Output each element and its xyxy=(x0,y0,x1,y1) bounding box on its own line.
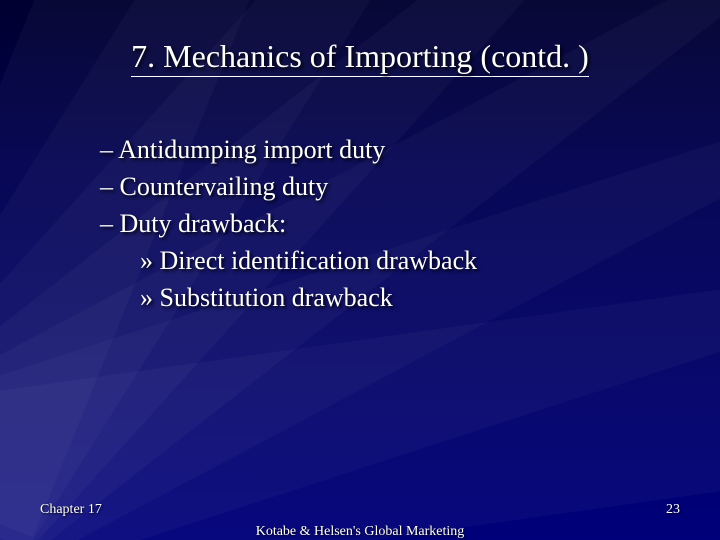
slide-title: 7. Mechanics of Importing (contd. ) xyxy=(0,38,720,75)
footer-citation: Kotabe & Helsen's Global Marketing Manag… xyxy=(0,524,720,540)
bullet-level1: – Countervailing duty xyxy=(100,169,660,204)
footer-page-number: 23 xyxy=(666,502,680,518)
footer-chapter: Chapter 17 xyxy=(40,502,102,518)
bullet-level2: » Substitution drawback xyxy=(140,280,660,315)
footer-citation-line1: Kotabe & Helsen's Global Marketing xyxy=(0,524,720,540)
bullet-level2: » Direct identification drawback xyxy=(140,243,660,278)
slide-body: – Antidumping import duty – Countervaili… xyxy=(100,130,660,317)
slide-title-text: 7. Mechanics of Importing (contd. ) xyxy=(131,38,589,77)
slide: 7. Mechanics of Importing (contd. ) – An… xyxy=(0,0,720,540)
bullet-level1: – Antidumping import duty xyxy=(100,132,660,167)
bullet-level1: – Duty drawback: xyxy=(100,206,660,241)
